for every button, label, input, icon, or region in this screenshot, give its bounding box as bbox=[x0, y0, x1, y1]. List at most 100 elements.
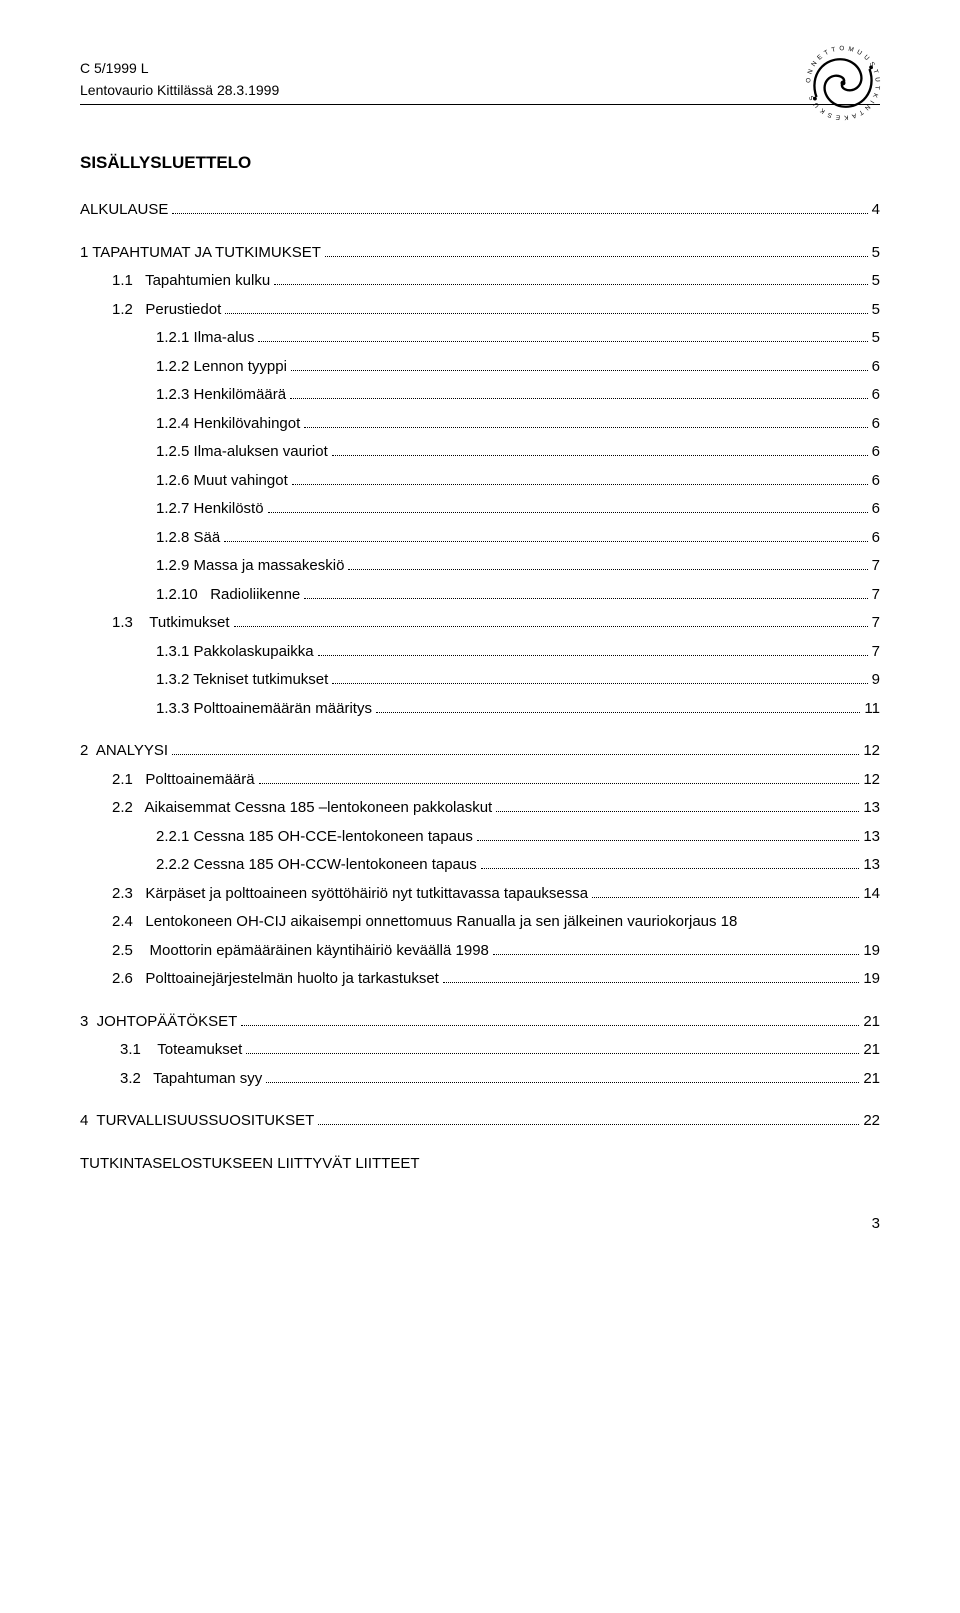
toc-label: ALKULAUSE bbox=[80, 199, 168, 222]
toc-page: 21 bbox=[863, 1039, 880, 1062]
toc-label: 1.2.4 Henkilövahingot bbox=[156, 413, 300, 436]
toc-dot-leader bbox=[318, 1115, 859, 1126]
toc-label: 1.2.7 Henkilöstö bbox=[156, 498, 264, 521]
footer-page-number: 3 bbox=[80, 1215, 880, 1232]
toc-label: 1.3.3 Polttoainemäärän määritys bbox=[156, 698, 372, 721]
toc-gap bbox=[80, 997, 880, 1011]
toc-dot-leader bbox=[318, 645, 868, 656]
toc-line: 1.2.2 Lennon tyyppi 6 bbox=[80, 356, 880, 379]
toc-label: 2 ANALYYSI bbox=[80, 740, 168, 763]
doc-ref: C 5/1999 L bbox=[80, 60, 149, 76]
toc-dot-leader bbox=[325, 246, 868, 257]
seal-logo-icon: O N N E T T O M U U S T U T K I N T A K … bbox=[804, 44, 882, 122]
toc-label: 1.2 Perustiedot bbox=[112, 299, 221, 322]
toc-dot-leader bbox=[268, 503, 868, 514]
toc-line: 2.1 Polttoainemäärä 12 bbox=[80, 769, 880, 792]
toc-line: 2.4 Lentokoneen OH-CIJ aikaisempi onnett… bbox=[80, 911, 880, 934]
toc-label: 3.2 Tapahtuman syy bbox=[120, 1068, 262, 1091]
toc-label: 1.2.9 Massa ja massakeskiö bbox=[156, 555, 344, 578]
toc-line: 3.2 Tapahtuman syy21 bbox=[80, 1068, 880, 1091]
toc-dot-leader bbox=[481, 859, 860, 870]
toc-page: 6 bbox=[872, 384, 880, 407]
toc-line: 3 JOHTOPÄÄTÖKSET21 bbox=[80, 1011, 880, 1034]
toc-line: 2.3 Kärpäset ja polttoaineen syöttöhäiri… bbox=[80, 883, 880, 906]
toc-dot-leader bbox=[246, 1044, 859, 1055]
toc-line: 4 TURVALLISUUSSUOSITUKSET22 bbox=[80, 1110, 880, 1133]
toc-line: 1.2.5 Ilma-aluksen vauriot 6 bbox=[80, 441, 880, 464]
toc-label: 1.3 Tutkimukset bbox=[112, 612, 230, 635]
toc-line: 1.3.2 Tekniset tutkimukset 9 bbox=[80, 669, 880, 692]
toc-title: SISÄLLYSLUETTELO bbox=[80, 153, 880, 173]
toc-dot-leader bbox=[592, 887, 859, 898]
toc-label: 3.1 Toteamukset bbox=[120, 1039, 242, 1062]
toc-page: 6 bbox=[872, 498, 880, 521]
toc-line: 1.2 Perustiedot 5 bbox=[80, 299, 880, 322]
toc-page: 22 bbox=[863, 1110, 880, 1133]
toc-page: 19 bbox=[863, 940, 880, 963]
toc-line: 2 ANALYYSI 12 bbox=[80, 740, 880, 763]
toc-gap bbox=[80, 1139, 880, 1153]
toc-line: 1.2.10 Radioliikenne 7 bbox=[80, 584, 880, 607]
toc-dot-leader bbox=[348, 560, 867, 571]
toc-page: 7 bbox=[872, 555, 880, 578]
toc-page: 19 bbox=[863, 968, 880, 991]
toc-label: 1.3.2 Tekniset tutkimukset bbox=[156, 669, 328, 692]
toc-line: 1.2.8 Sää6 bbox=[80, 527, 880, 550]
toc-line: 1.2.1 Ilma-alus5 bbox=[80, 327, 880, 350]
toc-label: 2.1 Polttoainemäärä bbox=[112, 769, 255, 792]
toc-gap bbox=[80, 726, 880, 740]
toc-page: 12 bbox=[863, 769, 880, 792]
toc-label: 2.3 Kärpäset ja polttoaineen syöttöhäiri… bbox=[112, 883, 588, 906]
toc-dot-leader bbox=[259, 773, 860, 784]
toc-page: 13 bbox=[863, 854, 880, 877]
toc-page: 14 bbox=[863, 883, 880, 906]
toc-line: 1.2.7 Henkilöstö 6 bbox=[80, 498, 880, 521]
toc-dot-leader bbox=[225, 303, 867, 314]
toc-dot-leader bbox=[292, 474, 868, 485]
toc-line: 2.5 Moottorin epämääräinen käyntihäiriö … bbox=[80, 940, 880, 963]
toc-label: 1.2.10 Radioliikenne bbox=[156, 584, 300, 607]
toc-page: 9 bbox=[872, 669, 880, 692]
toc-dot-leader bbox=[332, 446, 868, 457]
toc-line: 3.1 Toteamukset 21 bbox=[80, 1039, 880, 1062]
toc-line: 2.2.1 Cessna 185 OH-CCE-lentokoneen tapa… bbox=[80, 826, 880, 849]
doc-subject: Lentovaurio Kittilässä 28.3.1999 bbox=[80, 82, 880, 98]
toc-label: 2.2.2 Cessna 185 OH-CCW-lentokoneen tapa… bbox=[156, 854, 477, 877]
toc-page: 7 bbox=[872, 584, 880, 607]
toc-dot-leader bbox=[291, 360, 868, 371]
toc-line: 2.2.2 Cessna 185 OH-CCW-lentokoneen tapa… bbox=[80, 854, 880, 877]
toc-label: 1.2.2 Lennon tyyppi bbox=[156, 356, 287, 379]
header-rule bbox=[80, 104, 880, 105]
toc-label: 2.5 Moottorin epämääräinen käyntihäiriö … bbox=[112, 940, 489, 963]
toc-page: 5 bbox=[872, 299, 880, 322]
toc-label: 1 TAPAHTUMAT JA TUTKIMUKSET bbox=[80, 242, 321, 265]
toc-line: 1.1 Tapahtumien kulku5 bbox=[80, 270, 880, 293]
toc-dot-leader bbox=[234, 617, 868, 628]
toc-dot-leader bbox=[224, 531, 867, 542]
toc-dot-leader bbox=[172, 745, 859, 756]
toc-dot-leader bbox=[493, 944, 859, 955]
toc-page: 6 bbox=[872, 470, 880, 493]
toc-page: 4 bbox=[872, 199, 880, 222]
toc-line: 1.3.1 Pakkolaskupaikka7 bbox=[80, 641, 880, 664]
toc-page: 6 bbox=[872, 356, 880, 379]
toc-page: 12 bbox=[863, 740, 880, 763]
toc-label: 2.2.1 Cessna 185 OH-CCE-lentokoneen tapa… bbox=[156, 826, 473, 849]
toc-page: 6 bbox=[872, 441, 880, 464]
toc-label: 1.2.6 Muut vahingot bbox=[156, 470, 288, 493]
toc-label: TUTKINTASELOSTUKSEEN LIITTYVÄT LIITTEET bbox=[80, 1153, 420, 1176]
toc-label: 2.6 Polttoainejärjestelmän huolto ja tar… bbox=[112, 968, 439, 991]
toc-page: 6 bbox=[872, 413, 880, 436]
toc-page: 6 bbox=[872, 527, 880, 550]
toc-line: 1.2.6 Muut vahingot 6 bbox=[80, 470, 880, 493]
toc-label: 2.2 Aikaisemmat Cessna 185 –lentokoneen … bbox=[112, 797, 492, 820]
toc-line: 2.6 Polttoainejärjestelmän huolto ja tar… bbox=[80, 968, 880, 991]
toc-dot-leader bbox=[443, 973, 859, 984]
toc-dot-leader bbox=[477, 830, 859, 841]
page: C 5/1999 L O N N E T T O M U U S T U T K… bbox=[0, 0, 960, 1292]
toc-line: 1 TAPAHTUMAT JA TUTKIMUKSET5 bbox=[80, 242, 880, 265]
toc-dot-leader bbox=[258, 332, 867, 343]
toc-label: 1.2.5 Ilma-aluksen vauriot bbox=[156, 441, 328, 464]
toc-dot-leader bbox=[376, 702, 860, 713]
toc-gap bbox=[80, 228, 880, 242]
